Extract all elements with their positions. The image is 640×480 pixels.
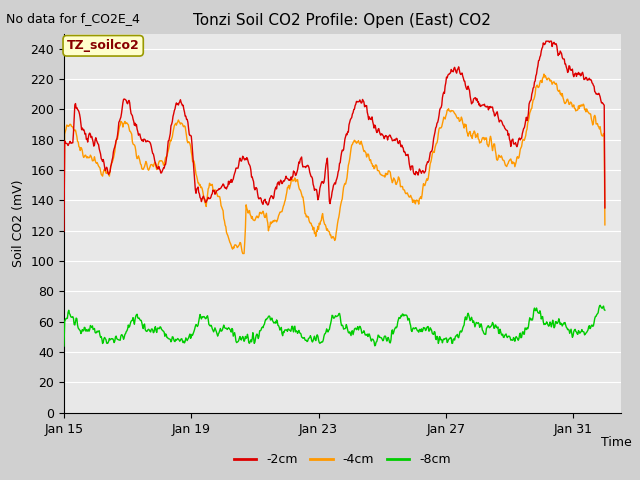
X-axis label: Time: Time <box>601 435 632 448</box>
Y-axis label: Soil CO2 (mV): Soil CO2 (mV) <box>12 180 25 267</box>
Text: No data for f_CO2E_4: No data for f_CO2E_4 <box>6 12 140 25</box>
Text: TZ_soilco2: TZ_soilco2 <box>67 39 140 52</box>
Title: Tonzi Soil CO2 Profile: Open (East) CO2: Tonzi Soil CO2 Profile: Open (East) CO2 <box>193 13 492 28</box>
Legend: -2cm, -4cm, -8cm: -2cm, -4cm, -8cm <box>229 448 456 471</box>
